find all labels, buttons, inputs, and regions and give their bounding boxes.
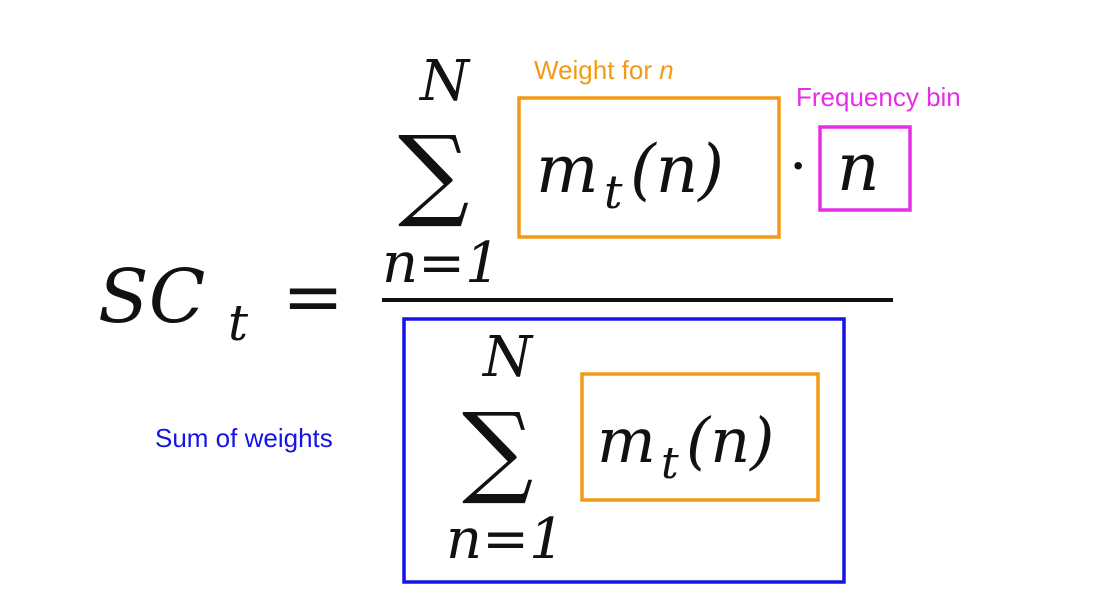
- denominator-sum-symbol: ∑: [462, 391, 533, 508]
- denominator-sum-lower: n=1: [446, 507, 565, 572]
- numerator-weight-arg: (n): [630, 131, 724, 208]
- lhs-subscript: t: [228, 294, 249, 352]
- denominator-weight-box: [580, 372, 820, 502]
- numerator-weight-sub: t: [604, 165, 623, 219]
- lhs-symbol: SC: [98, 254, 205, 340]
- frequency-bin-var: n: [837, 129, 880, 206]
- sum-of-weights-annotation: Sum of weights: [155, 423, 333, 453]
- denominator-weight-func: m: [597, 404, 656, 477]
- numerator-weight-box: [517, 96, 781, 239]
- numerator-weight-func: m: [536, 131, 599, 208]
- weight-annotation-prefix: Weight for: [534, 55, 659, 85]
- sum-of-weights-box: [402, 317, 846, 584]
- denominator-weight-sub: t: [661, 438, 679, 489]
- equals-sign: =: [282, 254, 344, 340]
- frequency-bin-annotation: Frequency bin: [796, 82, 961, 112]
- numerator-sum-symbol: ∑: [398, 114, 469, 231]
- multiplication-dot: ·: [789, 132, 807, 200]
- numerator-sum-lower: n=1: [382, 231, 501, 296]
- weight-annotation: Weight for n: [534, 55, 674, 85]
- numerator-sum-upper: N: [418, 49, 471, 114]
- denominator-sum-upper: N: [481, 325, 534, 390]
- frequency-bin-box: [818, 125, 912, 212]
- denominator-weight-arg: (n): [686, 404, 774, 477]
- weight-annotation-var: n: [659, 55, 673, 85]
